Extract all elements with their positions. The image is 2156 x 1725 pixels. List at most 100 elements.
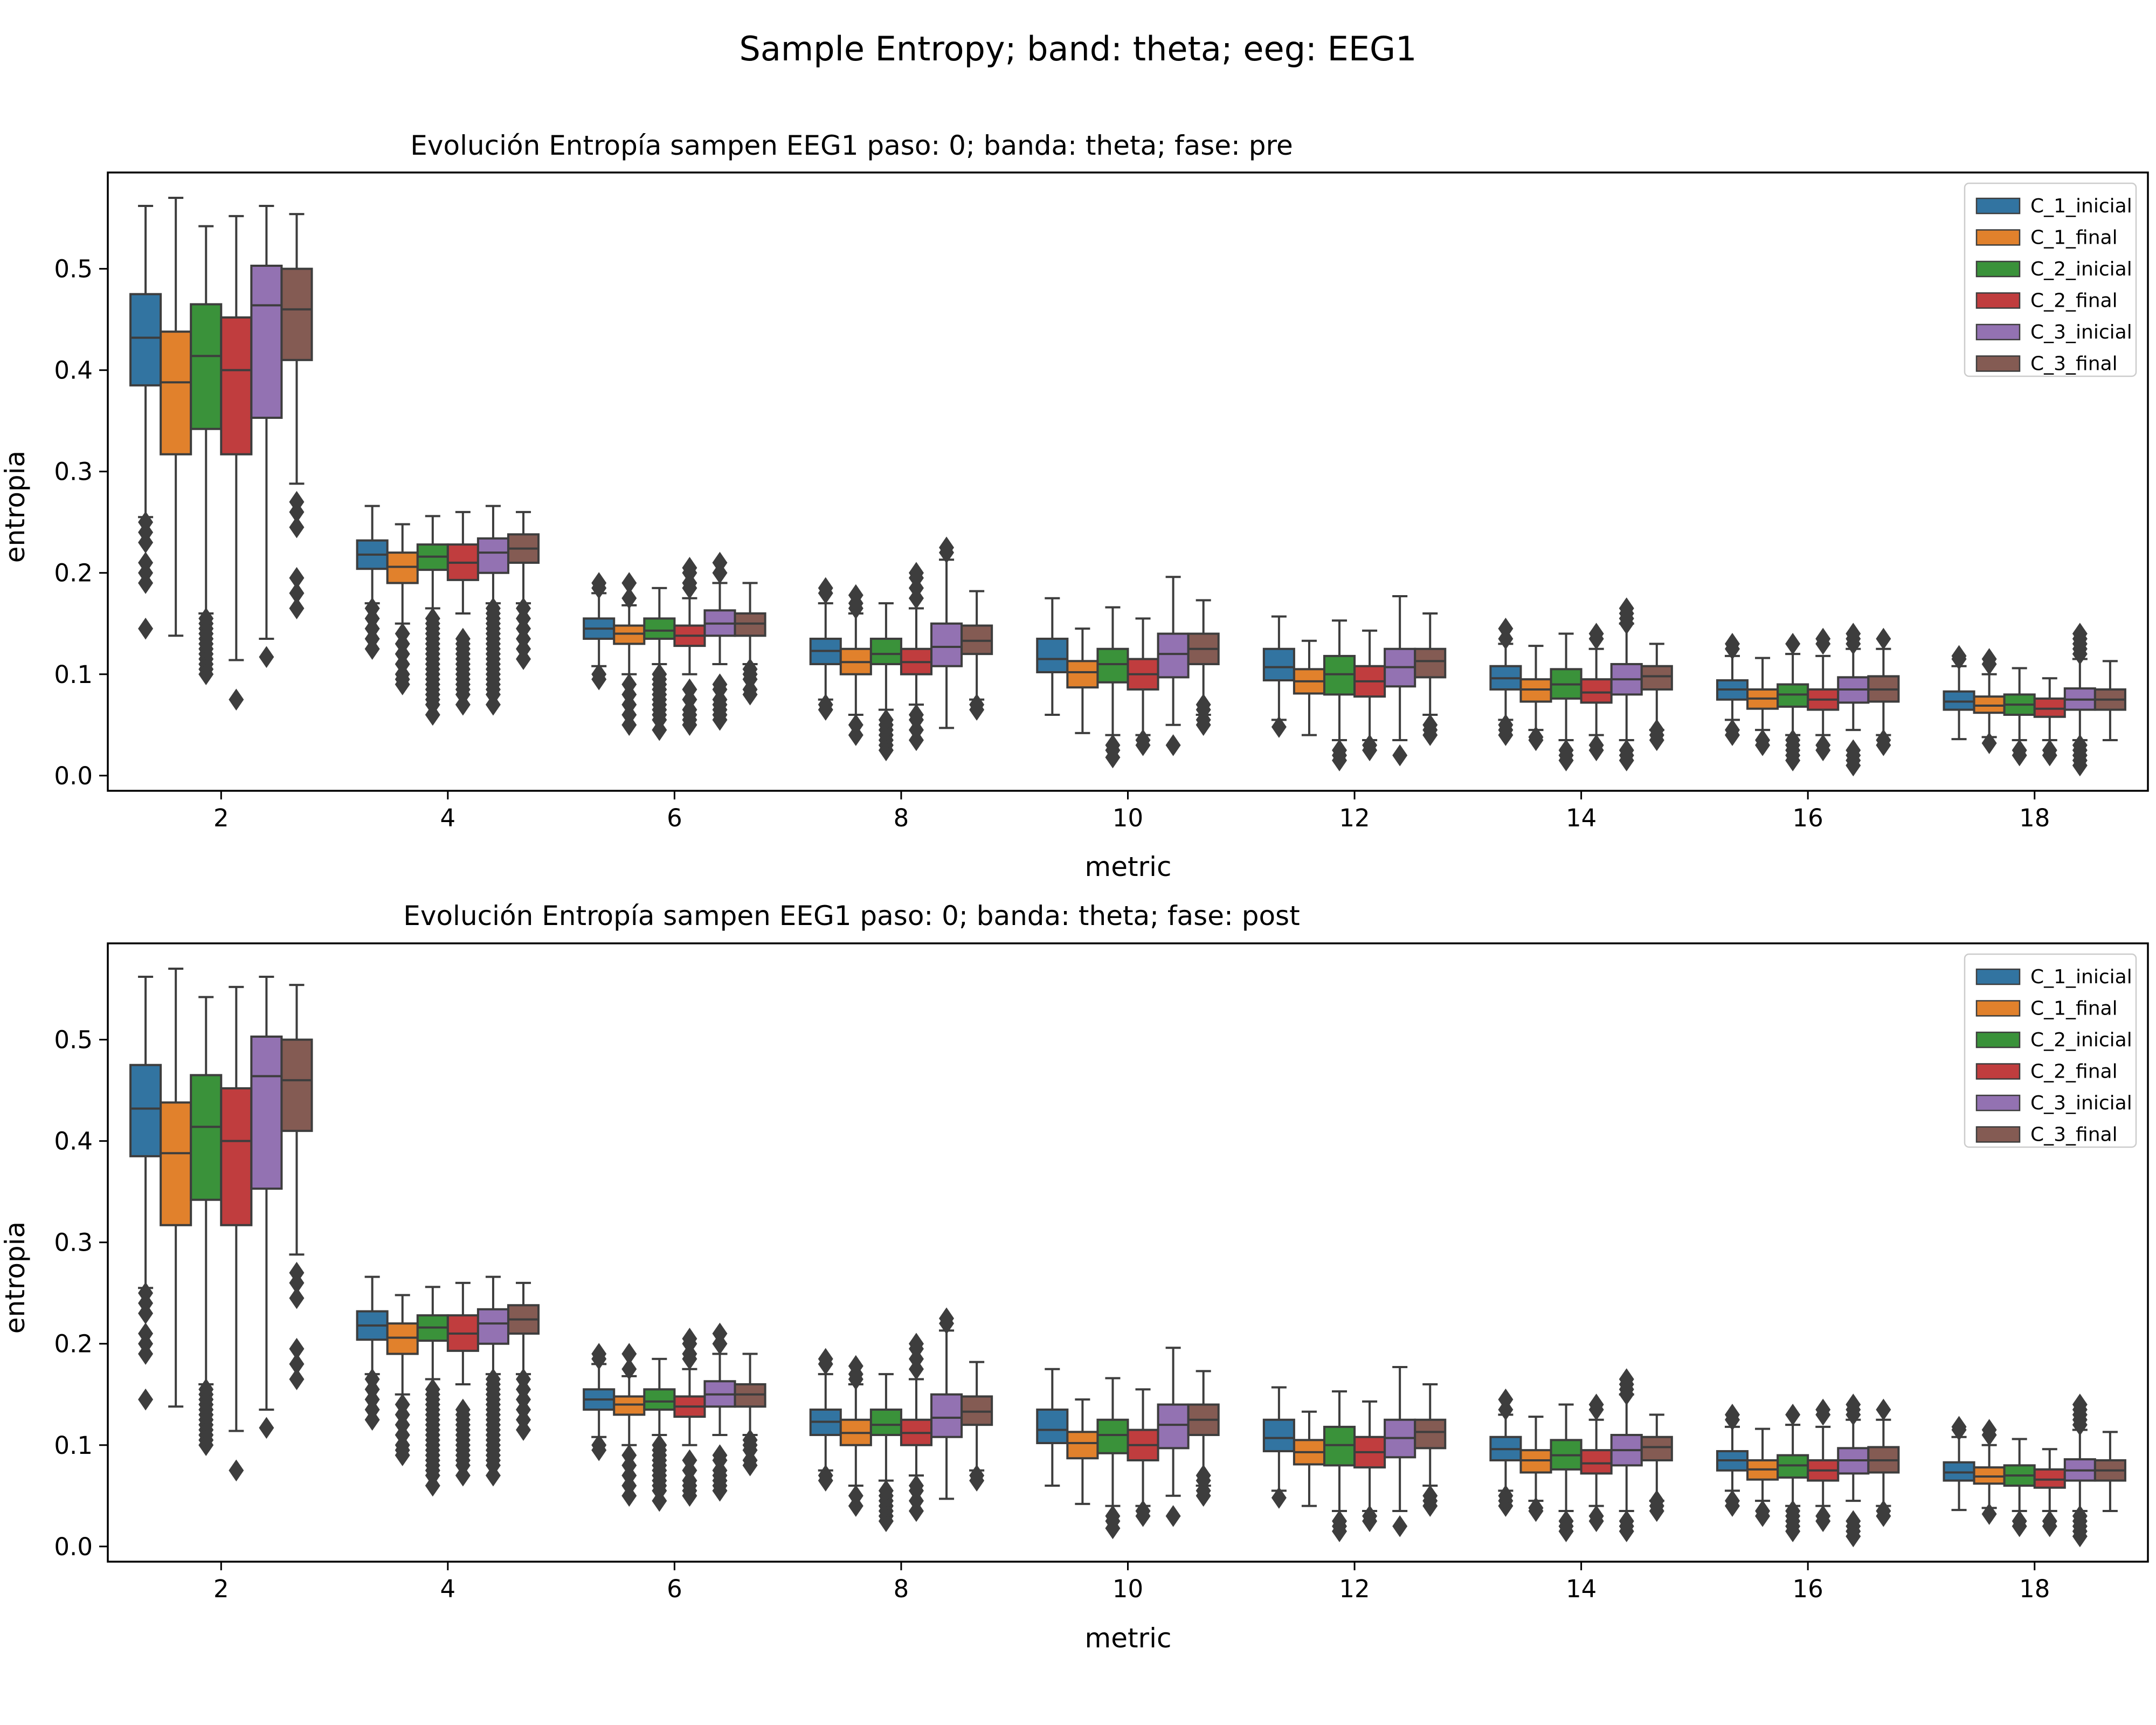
outlier bbox=[1498, 1485, 1514, 1507]
outlier bbox=[621, 1343, 637, 1365]
outlier bbox=[2042, 739, 2057, 762]
outlier bbox=[1271, 716, 1287, 738]
outlier bbox=[1165, 734, 1181, 756]
outlier bbox=[395, 623, 410, 645]
box bbox=[643, 1388, 676, 1411]
outlier bbox=[455, 1398, 471, 1421]
outlier bbox=[1724, 719, 1740, 741]
outlier bbox=[848, 1355, 863, 1377]
box bbox=[250, 264, 283, 419]
legend-label: C_2_final bbox=[2030, 1061, 2118, 1083]
box bbox=[643, 617, 676, 640]
box bbox=[190, 1074, 223, 1201]
outlier bbox=[289, 567, 305, 589]
outlier bbox=[289, 491, 305, 513]
outlier bbox=[1724, 633, 1740, 655]
outlier bbox=[1392, 1515, 1408, 1537]
x-tick-label: 14 bbox=[1566, 804, 1597, 832]
outlier bbox=[289, 597, 305, 619]
box bbox=[190, 303, 223, 430]
figure-title: Sample Entropy; band: theta; eeg: EEG1 bbox=[740, 29, 1417, 68]
box bbox=[220, 1087, 253, 1226]
outlier bbox=[1876, 1500, 1891, 1522]
outlier bbox=[1135, 1500, 1151, 1522]
y-axis-label: entropia bbox=[0, 1222, 31, 1334]
outlier bbox=[259, 1417, 274, 1439]
panel-pre: Evolución Entropía sampen EEG1 paso: 0; … bbox=[0, 130, 2149, 882]
legend-label: C_3_inicial bbox=[2030, 321, 2132, 343]
box bbox=[1096, 1418, 1129, 1454]
outlier bbox=[908, 1333, 924, 1355]
outlier bbox=[138, 551, 154, 574]
outlier bbox=[1422, 714, 1438, 736]
outlier bbox=[1619, 739, 1634, 762]
legend-swatch bbox=[1975, 1094, 2021, 1112]
outlier bbox=[1196, 1464, 1211, 1487]
outlier bbox=[939, 536, 955, 559]
box bbox=[1262, 647, 1295, 682]
outlier bbox=[1724, 1489, 1740, 1512]
outlier bbox=[1619, 1368, 1634, 1390]
y-axis-label: entropia bbox=[0, 451, 31, 563]
x-tick-label: 18 bbox=[2019, 1575, 2050, 1603]
outlier bbox=[682, 678, 697, 701]
outlier bbox=[652, 663, 667, 686]
box bbox=[280, 1038, 313, 1132]
legend: C_1_inicial C_1_final C_2_inicial C_2_final… bbox=[1964, 953, 2137, 1148]
y-tick-label: 0.2 bbox=[54, 1330, 93, 1358]
y-tick-label: 0.1 bbox=[54, 1431, 93, 1460]
outlier bbox=[878, 709, 894, 731]
outlier bbox=[229, 688, 244, 711]
outlier bbox=[1332, 1510, 1348, 1533]
outlier bbox=[1981, 648, 1997, 670]
outlier bbox=[1332, 739, 1348, 762]
x-tick-label: 12 bbox=[1339, 1575, 1370, 1603]
panel-title: Evolución Entropía sampen EEG1 paso: 0; … bbox=[403, 900, 1300, 932]
box bbox=[1640, 665, 1673, 691]
legend-label: C_3_final bbox=[2030, 1124, 2118, 1146]
box bbox=[220, 316, 253, 456]
box bbox=[160, 330, 192, 456]
legend-label: C_2_inicial bbox=[2030, 1029, 2132, 1051]
outlier bbox=[1815, 627, 1831, 650]
outlier bbox=[712, 1322, 728, 1345]
box bbox=[476, 1308, 509, 1345]
outlier bbox=[2012, 739, 2027, 762]
series-C_2_final bbox=[220, 215, 2066, 767]
y-tick-label: 0.2 bbox=[54, 559, 93, 588]
outlier bbox=[621, 572, 637, 594]
outlier bbox=[198, 608, 214, 630]
series-C_3_inicial bbox=[250, 205, 2096, 777]
legend-label: C_1_final bbox=[2030, 227, 2118, 249]
legend-swatch bbox=[1975, 1126, 2021, 1143]
box bbox=[476, 537, 509, 574]
outlier bbox=[425, 608, 440, 630]
outlier bbox=[591, 663, 607, 686]
outlier bbox=[1588, 623, 1604, 645]
outlier bbox=[395, 1393, 410, 1416]
outlier bbox=[969, 1464, 985, 1487]
outlier bbox=[1362, 1505, 1378, 1527]
outlier bbox=[1135, 729, 1151, 751]
outlier bbox=[652, 1434, 667, 1457]
legend-label: C_2_final bbox=[2030, 290, 2118, 312]
legend-swatch bbox=[1975, 229, 2021, 246]
outlier bbox=[682, 1449, 697, 1472]
outlier bbox=[1755, 729, 1771, 751]
x-tick-label: 16 bbox=[1793, 804, 1823, 832]
y-tick-label: 0.0 bbox=[54, 1533, 93, 1561]
outlier bbox=[2012, 1510, 2027, 1533]
outlier bbox=[1588, 1393, 1604, 1416]
box bbox=[1066, 1431, 1099, 1460]
legend-label: C_1_inicial bbox=[2030, 966, 2132, 988]
outlier bbox=[516, 597, 531, 619]
outlier bbox=[364, 1368, 380, 1390]
outlier bbox=[455, 627, 471, 650]
x-tick-label: 16 bbox=[1793, 1575, 1823, 1603]
outlier bbox=[485, 1368, 501, 1390]
x-tick-label: 14 bbox=[1566, 1575, 1597, 1603]
outlier bbox=[198, 1378, 214, 1400]
y-tick-label: 0.3 bbox=[54, 458, 93, 486]
outlier bbox=[1815, 1398, 1831, 1421]
outlier bbox=[1165, 1505, 1181, 1527]
